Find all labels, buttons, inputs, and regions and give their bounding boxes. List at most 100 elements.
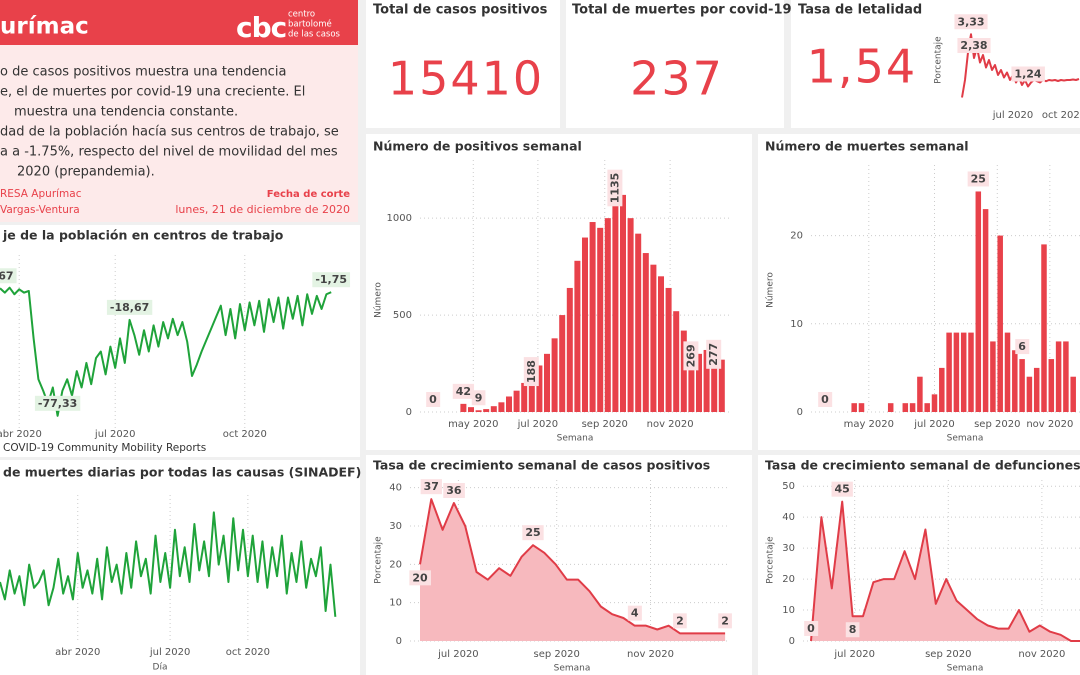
bar	[931, 394, 938, 412]
x-tick-label: oct 2020	[1042, 110, 1080, 121]
bar	[513, 390, 520, 412]
data-label: 42	[456, 385, 471, 398]
y-tick-label: 30	[782, 543, 795, 554]
y-tick-label: 10	[790, 319, 803, 330]
x-tick-label: abr 2020	[0, 429, 42, 440]
x-tick-label: sep 2020	[925, 649, 971, 660]
kpi-title: Tasa de letalidad	[798, 3, 922, 18]
bar	[917, 376, 923, 412]
bar	[650, 264, 657, 412]
source: RESA Apurímac	[0, 188, 82, 200]
y-tick-label: 20	[790, 231, 803, 242]
bar	[483, 409, 490, 412]
bar	[559, 315, 566, 412]
bar	[968, 332, 974, 412]
data-label: 269	[684, 344, 697, 367]
chart-title: de muertes diarias por todas las causas …	[3, 465, 361, 480]
data-label-bg	[954, 14, 988, 30]
data-label: 0	[429, 393, 437, 406]
data-label: 0,67	[0, 269, 14, 282]
bar	[909, 403, 916, 412]
x-axis-label: Día	[153, 663, 168, 673]
data-label-bg	[845, 622, 860, 638]
data-label-bg	[34, 395, 81, 411]
summary-line: o de casos positivos muestra una tendenc…	[0, 65, 286, 80]
data-label-bg	[523, 357, 539, 387]
area	[811, 501, 1080, 641]
y-tick-label: 10	[389, 598, 402, 609]
data-label: 45	[835, 483, 850, 496]
bar	[1041, 244, 1047, 412]
kpi-title: Total de muertes por covid-19	[572, 3, 792, 18]
bar	[612, 191, 619, 412]
data-label: -1,75	[315, 273, 347, 286]
data-label: 37	[424, 480, 439, 493]
data-label: 25	[525, 526, 540, 539]
kpi-value: 1,54	[807, 40, 917, 94]
kpi-value: 15410	[388, 52, 544, 106]
bar	[1055, 341, 1062, 412]
data-label-bg	[409, 570, 431, 586]
data-label-bg	[718, 613, 732, 629]
bar	[975, 191, 982, 412]
data-label-bg	[1015, 339, 1030, 355]
data-label: 20	[412, 571, 428, 584]
bar	[939, 367, 945, 412]
x-tick-label: jul 2020	[913, 419, 955, 430]
x-tick-label: abr 2020	[55, 647, 100, 658]
bar	[490, 406, 497, 412]
bar	[990, 341, 996, 412]
bar	[597, 227, 604, 412]
x-tick-label: oct 2020	[226, 647, 270, 658]
x-tick-label: may 2020	[844, 419, 894, 430]
bar	[665, 287, 672, 412]
bar	[1019, 359, 1025, 412]
y-axis-label: Número	[766, 272, 776, 308]
x-tick-label: jul 2020	[517, 419, 559, 430]
data-label-bg	[831, 481, 853, 497]
data-label-bg	[452, 383, 475, 399]
summary-panel	[0, 45, 358, 222]
card	[791, 0, 1080, 128]
bar	[946, 332, 952, 412]
cutoff-label: Fecha de corte	[267, 189, 350, 200]
data-label: 2,38	[960, 39, 987, 52]
bar	[544, 353, 550, 412]
y-tick-label: 20	[782, 574, 795, 585]
data-label: 36	[446, 484, 462, 497]
data-label-bg	[627, 605, 642, 621]
bar	[475, 410, 482, 412]
x-tick-label: jul 2020	[437, 649, 479, 660]
data-label: 3,33	[957, 15, 984, 28]
data-label-bg	[804, 621, 819, 636]
bar	[528, 375, 535, 412]
chart-title: Tasa de crecimiento semanal de defuncion…	[765, 458, 1080, 473]
data-label-bg	[106, 299, 153, 315]
x-tick-label: sep 2020	[534, 649, 580, 660]
data-label: 0	[821, 393, 829, 406]
x-tick-label: sep 2020	[582, 419, 628, 430]
card	[0, 460, 360, 675]
data-label-bg	[818, 392, 833, 407]
data-label-bg	[420, 479, 442, 495]
data-label-bg	[673, 613, 687, 629]
y-axis-label: Porcentaje	[766, 536, 776, 584]
data-label: 0	[807, 622, 815, 635]
data-label: 188	[525, 360, 538, 383]
line	[810, 500, 1080, 642]
x-tick-label: oct 2020	[223, 429, 267, 440]
logo-text: centro	[288, 10, 315, 20]
data-label-bg	[683, 341, 699, 371]
bar	[635, 233, 642, 412]
chart-title: je de la población en centros de trabajo	[2, 228, 284, 243]
cutoff-date: lunes, 21 de diciembre de 2020	[175, 203, 350, 216]
y-axis-label: Porcentaje	[934, 36, 944, 84]
bar	[1048, 359, 1055, 412]
summary-line: a a -1.75%, respecto del nivel de movili…	[0, 145, 338, 160]
data-label: 25	[971, 172, 986, 185]
data-label-bg	[312, 272, 351, 288]
bar	[997, 235, 1003, 412]
x-tick-label: may 2020	[448, 419, 498, 430]
bar	[642, 253, 649, 412]
